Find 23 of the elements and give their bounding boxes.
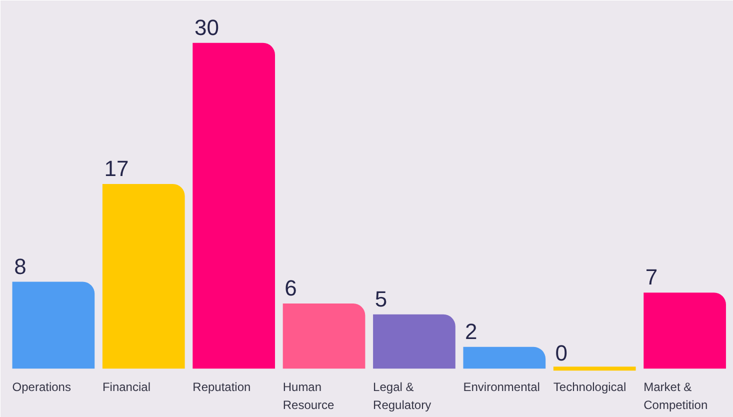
x-tick-label: Financial xyxy=(102,380,150,394)
data-label: 2 xyxy=(465,318,478,344)
bar xyxy=(644,292,726,369)
x-tick-label: Environmental xyxy=(463,380,540,394)
data-label: 5 xyxy=(374,286,388,312)
bar xyxy=(102,184,185,369)
data-label: 0 xyxy=(555,340,568,366)
x-tick-label: Operations xyxy=(12,380,71,394)
data-label: 6 xyxy=(284,275,297,300)
x-tick-label: Legal & Regulatory xyxy=(373,380,432,412)
x-tick-label: Market & Competition xyxy=(644,380,708,412)
data-label: 30 xyxy=(194,14,219,40)
data-label: 8 xyxy=(14,254,26,279)
bar xyxy=(282,303,366,369)
data-label: 7 xyxy=(645,264,658,290)
x-tick-label: Technological xyxy=(553,380,626,394)
x-tick-label: Human Resource xyxy=(282,380,335,412)
bar xyxy=(192,42,276,369)
bar xyxy=(373,314,456,369)
bar xyxy=(12,282,95,369)
bar xyxy=(463,346,546,369)
data-label: 17 xyxy=(104,156,129,182)
x-tick-label: Reputation xyxy=(192,380,251,394)
